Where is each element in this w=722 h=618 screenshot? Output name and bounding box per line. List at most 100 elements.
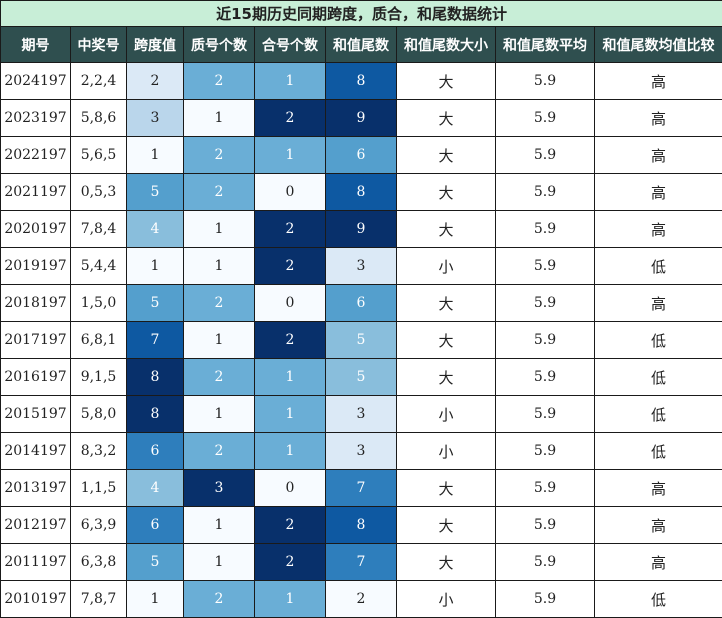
tail-average-cell: 5.9 [496, 211, 595, 248]
col-header-numbers: 中奖号 [71, 27, 127, 63]
issue-cell: 2022197 [1, 137, 71, 174]
prime-count-cell: 1 [184, 211, 255, 248]
tail-size-cell: 大 [397, 507, 496, 544]
tail-size-cell: 大 [397, 322, 496, 359]
table-title: 近15期历史同期跨度，质合，和尾数据统计 [1, 1, 722, 27]
tail-compare-cell: 高 [595, 507, 722, 544]
composite-count-cell: 2 [255, 507, 326, 544]
tail-size-cell: 大 [397, 470, 496, 507]
tail-size-cell: 大 [397, 544, 496, 581]
tail-average-cell: 5.9 [496, 322, 595, 359]
tail-size-cell: 大 [397, 100, 496, 137]
tail-average-cell: 5.9 [496, 433, 595, 470]
tail-compare-cell: 低 [595, 248, 722, 285]
composite-count-cell: 2 [255, 322, 326, 359]
tail-average-cell: 5.9 [496, 544, 595, 581]
col-header-composite-count: 合号个数 [255, 27, 326, 63]
prime-count-cell: 1 [184, 507, 255, 544]
issue-cell: 2024197 [1, 63, 71, 100]
composite-count-cell: 2 [255, 211, 326, 248]
span-cell: 4 [127, 211, 184, 248]
span-cell: 5 [127, 544, 184, 581]
tail-size-cell: 大 [397, 63, 496, 100]
numbers-cell: 5,4,4 [71, 248, 127, 285]
issue-cell: 2023197 [1, 100, 71, 137]
tail-size-cell: 大 [397, 211, 496, 248]
issue-cell: 2012197 [1, 507, 71, 544]
sum-tail-cell: 2 [326, 581, 397, 618]
numbers-cell: 0,5,3 [71, 174, 127, 211]
composite-count-cell: 1 [255, 359, 326, 396]
numbers-cell: 5,6,5 [71, 137, 127, 174]
col-header-issue: 期号 [1, 27, 71, 63]
tail-compare-cell: 高 [595, 137, 722, 174]
col-header-span: 跨度值 [127, 27, 184, 63]
tail-compare-cell: 低 [595, 433, 722, 470]
numbers-cell: 9,1,5 [71, 359, 127, 396]
issue-cell: 2015197 [1, 396, 71, 433]
composite-count-cell: 1 [255, 396, 326, 433]
tail-size-cell: 大 [397, 137, 496, 174]
composite-count-cell: 1 [255, 137, 326, 174]
prime-count-cell: 2 [184, 433, 255, 470]
col-header-tail-average: 和值尾数平均 [496, 27, 595, 63]
numbers-cell: 1,1,5 [71, 470, 127, 507]
issue-cell: 2018197 [1, 285, 71, 322]
issue-cell: 2014197 [1, 433, 71, 470]
sum-tail-cell: 8 [326, 507, 397, 544]
tail-size-cell: 小 [397, 581, 496, 618]
tail-average-cell: 5.9 [496, 396, 595, 433]
tail-average-cell: 5.9 [496, 63, 595, 100]
prime-count-cell: 1 [184, 544, 255, 581]
tail-average-cell: 5.9 [496, 470, 595, 507]
tail-average-cell: 5.9 [496, 285, 595, 322]
tail-size-cell: 小 [397, 396, 496, 433]
prime-count-cell: 2 [184, 285, 255, 322]
title-row: 近15期历史同期跨度，质合，和尾数据统计 [1, 1, 722, 27]
numbers-cell: 7,8,4 [71, 211, 127, 248]
col-header-tail-size: 和值尾数大小 [397, 27, 496, 63]
tail-compare-cell: 高 [595, 470, 722, 507]
span-cell: 1 [127, 581, 184, 618]
span-cell: 8 [127, 396, 184, 433]
numbers-cell: 2,2,4 [71, 63, 127, 100]
span-cell: 2 [127, 63, 184, 100]
tail-average-cell: 5.9 [496, 137, 595, 174]
tail-compare-cell: 高 [595, 63, 722, 100]
sum-tail-cell: 7 [326, 470, 397, 507]
tail-average-cell: 5.9 [496, 100, 595, 137]
span-cell: 3 [127, 100, 184, 137]
tail-compare-cell: 高 [595, 544, 722, 581]
tail-average-cell: 5.9 [496, 359, 595, 396]
prime-count-cell: 2 [184, 174, 255, 211]
span-cell: 4 [127, 470, 184, 507]
composite-count-cell: 0 [255, 174, 326, 211]
prime-count-cell: 2 [184, 63, 255, 100]
tail-average-cell: 5.9 [496, 581, 595, 618]
header-row: 期号 中奖号 跨度值 质号个数 合号个数 和值尾数 和值尾数大小 和值尾数平均 … [1, 27, 722, 63]
prime-count-cell: 1 [184, 396, 255, 433]
sum-tail-cell: 9 [326, 100, 397, 137]
numbers-cell: 6,3,8 [71, 544, 127, 581]
col-header-sum-tail: 和值尾数 [326, 27, 397, 63]
issue-cell: 2010197 [1, 581, 71, 618]
numbers-cell: 7,8,7 [71, 581, 127, 618]
sum-tail-cell: 3 [326, 433, 397, 470]
prime-count-cell: 2 [184, 581, 255, 618]
composite-count-cell: 0 [255, 470, 326, 507]
span-cell: 5 [127, 174, 184, 211]
